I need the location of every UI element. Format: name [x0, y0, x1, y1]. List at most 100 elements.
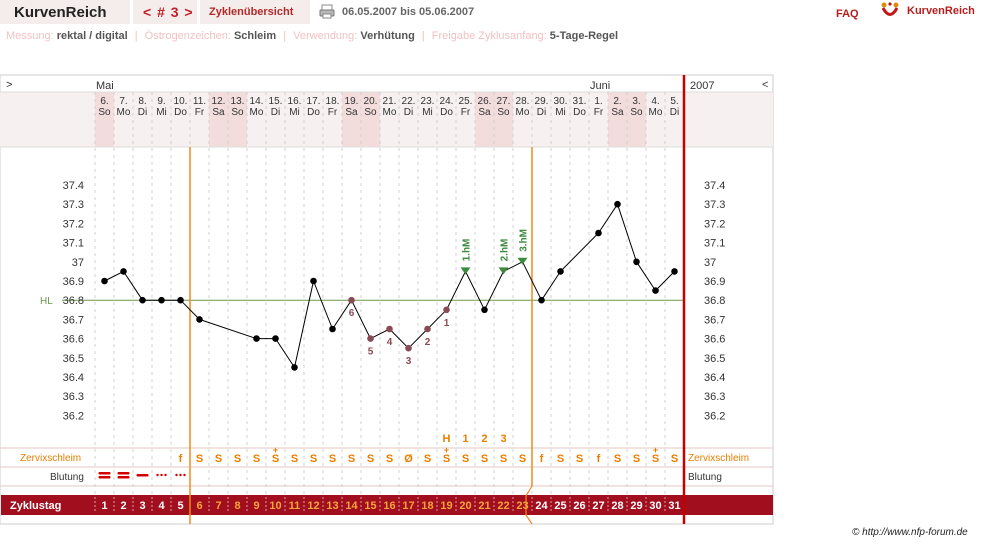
weekday-label: Sa: [478, 107, 491, 118]
tab-box: [200, 0, 310, 24]
temperature-point: [139, 296, 146, 304]
mucus-symbol: S: [462, 453, 469, 465]
temperature-segment: [655, 271, 675, 291]
peak-marker: 2: [481, 433, 487, 445]
bleeding-heavy-mark: [98, 472, 111, 475]
temperature-segment: [123, 271, 143, 301]
temperature-point: [443, 306, 450, 314]
weekday-label: Do: [440, 107, 453, 118]
cycle-day-number: 21: [478, 500, 490, 512]
cycle-day-number: 2: [120, 500, 126, 512]
date-label: 31.: [573, 96, 587, 107]
y-tick-left: 36.3: [63, 391, 84, 403]
cycle-day-number: 26: [573, 500, 585, 512]
cycle-day-number: 22: [497, 500, 509, 512]
cycle-day-number: 4: [158, 500, 165, 512]
freigabe-label: Freigabe Zyklusanfang:: [431, 30, 547, 42]
date-label: 8.: [138, 96, 146, 107]
weekday-label: Fr: [594, 107, 604, 118]
bleeding-medium-mark: [136, 474, 149, 477]
mucus-symbol: S: [481, 453, 488, 465]
high-temp-marker: [498, 267, 509, 275]
cycle-day-number: 16: [383, 500, 395, 512]
temperature-point: [310, 277, 317, 285]
date-label: 15.: [269, 96, 283, 107]
temperature-point: [196, 316, 203, 323]
high-temp-marker: [517, 257, 528, 265]
date-label: 5.: [670, 96, 678, 107]
messung-label: Messung:: [6, 30, 54, 42]
y-tick-right: 36.9: [704, 276, 725, 288]
date-header-cell: [247, 92, 266, 147]
y-tick-left: 36.4: [63, 372, 84, 384]
weekday-label: Sa: [611, 107, 624, 118]
weekday-label: Sa: [212, 107, 225, 118]
printer-icon[interactable]: [319, 4, 335, 19]
y-tick-left: 36.6: [63, 334, 84, 346]
date-label: 30.: [554, 96, 568, 107]
cycle-day-number: 1: [101, 500, 107, 512]
date-label: 1.: [594, 96, 602, 107]
date-header-cell: [551, 92, 570, 147]
y-tick-left: 37: [72, 257, 84, 269]
month-label-june: Juni: [590, 80, 610, 92]
date-header-cell: [152, 92, 171, 147]
date-label: 12.: [212, 96, 226, 107]
separator: |: [283, 30, 287, 42]
temperature-segment: [180, 299, 200, 320]
oestrogen-value: Schleim: [233, 30, 277, 42]
temperature-point: [671, 268, 678, 275]
temperature-segment: [598, 203, 618, 234]
mucus-symbol: S: [196, 453, 203, 465]
cycle-day-number: 18: [421, 500, 433, 512]
peak-marker: 1: [462, 433, 468, 445]
mucus-symbol: S: [348, 453, 355, 465]
mucus-symbol: S: [614, 453, 621, 465]
bleeding-light-dot: [164, 473, 167, 477]
date-label: 26.: [478, 96, 492, 107]
postovulatory-line-foot: [525, 485, 533, 525]
cycle-day-number: 19: [440, 500, 452, 512]
bleeding-heavy-mark: [98, 476, 111, 479]
tab-cycle-overview[interactable]: Zyklenübersicht: [209, 6, 294, 18]
bleeding-heavy-mark: [117, 476, 130, 479]
bleeding-light-dot: [179, 473, 182, 477]
nav-left-arrow: >: [6, 79, 12, 91]
temperature-point: [329, 325, 336, 333]
bleeding-light-dot: [183, 473, 186, 477]
temperature-segment: [294, 280, 314, 368]
temperature-point: [253, 335, 260, 342]
date-label: 19.: [345, 96, 359, 107]
date-header-cell: [513, 92, 532, 147]
mucus-symbol: S: [500, 453, 507, 465]
date-label: 22.: [402, 96, 416, 107]
mucus-symbol: S: [424, 453, 431, 465]
cycle-day-row-label: Zyklustag: [10, 500, 61, 512]
weekday-label: Di: [271, 107, 280, 118]
weekday-label: Di: [138, 107, 147, 118]
mucus-symbol: S: [443, 453, 450, 465]
temperature-segment: [522, 261, 542, 301]
mucus-plus-mark: +: [653, 445, 658, 455]
mucus-symbol: S: [576, 453, 583, 465]
weekday-label: Mo: [649, 107, 663, 118]
temperature-segment: [199, 318, 257, 340]
mucus-symbol: S: [272, 453, 279, 465]
date-header-cell: [361, 92, 380, 147]
logo-text[interactable]: KurvenReich: [907, 5, 975, 17]
faq-link[interactable]: FAQ: [836, 8, 859, 20]
cycle-day-number: 23: [516, 500, 528, 512]
date-header-cell: [285, 92, 304, 147]
temperature-point: [405, 344, 412, 352]
cycle-day-number: 13: [326, 500, 338, 512]
cycle-day-number: 30: [649, 500, 661, 512]
low-temp-label: 3: [406, 356, 412, 367]
y-tick-right: 36.8: [704, 295, 725, 307]
date-label: 16.: [288, 96, 302, 107]
cycle-day-number: 27: [592, 500, 604, 512]
cycle-navigator[interactable]: < # 3 >: [143, 4, 194, 20]
weekday-label: Mo: [250, 107, 264, 118]
mucus-symbol: S: [386, 453, 393, 465]
high-temp-label: 2.hM: [500, 239, 511, 262]
